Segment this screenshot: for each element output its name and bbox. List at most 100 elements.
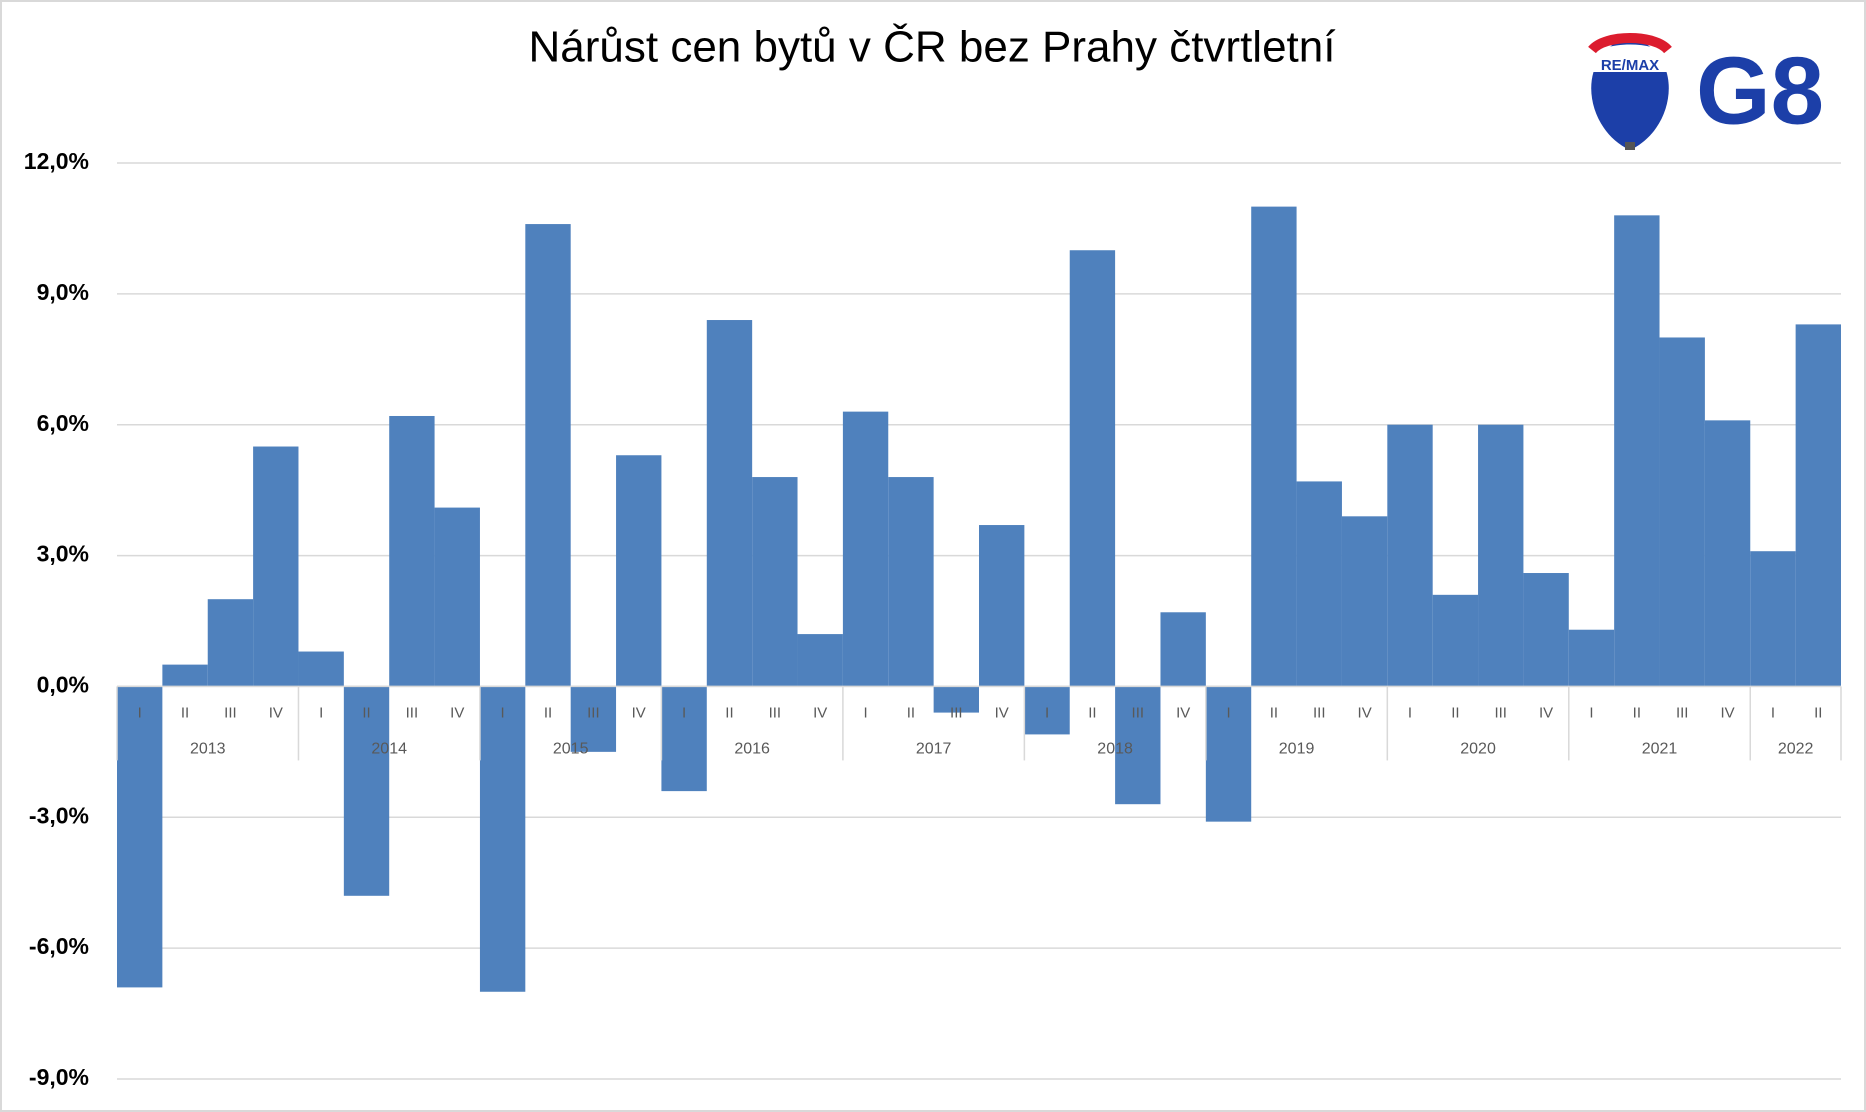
bar <box>1432 594 1479 687</box>
x-group-label: 2019 <box>1279 741 1315 758</box>
bar <box>1568 629 1615 687</box>
x-tick-label: IV <box>995 704 1009 721</box>
bar <box>1795 324 1841 687</box>
bar <box>752 477 798 687</box>
x-tick-label: III <box>1132 704 1145 721</box>
bar <box>842 411 889 687</box>
y-tick-label: 6,0% <box>37 410 89 436</box>
x-tick-label: IV <box>450 704 464 721</box>
x-tick-label: IV <box>269 704 283 721</box>
bar <box>933 686 979 713</box>
x-tick-label: IV <box>1358 704 1372 721</box>
bar <box>298 651 344 687</box>
bar <box>343 686 390 896</box>
x-group-label: 2017 <box>916 741 952 758</box>
bar <box>1069 250 1116 687</box>
x-tick-label: I <box>1589 704 1593 721</box>
x-tick-label: III <box>587 704 600 721</box>
x-group-label: 2015 <box>553 741 589 758</box>
y-tick-label: 0,0% <box>37 672 89 698</box>
bar <box>1341 516 1388 687</box>
x-tick-label: III <box>224 704 237 721</box>
bar <box>117 686 163 988</box>
bar <box>1614 215 1660 687</box>
bar <box>979 525 1025 687</box>
x-tick-label: II <box>544 704 552 721</box>
y-tick-label: 9,0% <box>37 279 89 305</box>
y-tick-label: -9,0% <box>29 1064 89 1090</box>
bar <box>1659 337 1705 687</box>
x-group-label: 2013 <box>190 741 226 758</box>
bar <box>1296 481 1342 687</box>
x-group-label: 2018 <box>1097 741 1133 758</box>
bar <box>797 634 843 687</box>
x-tick-label: IV <box>632 704 646 721</box>
x-tick-label: II <box>1814 704 1822 721</box>
bar <box>389 415 435 687</box>
y-tick-label: -3,0% <box>29 802 89 828</box>
balloon-top <box>1588 33 1672 54</box>
bar <box>1251 206 1297 687</box>
bar <box>616 455 662 687</box>
bar <box>1750 551 1796 687</box>
x-tick-label: II <box>362 704 370 721</box>
x-tick-label: II <box>1451 704 1459 721</box>
bar <box>888 477 934 687</box>
bar <box>525 224 571 687</box>
x-tick-label: I <box>138 704 142 721</box>
y-tick-label: 3,0% <box>37 541 89 567</box>
balloon-band <box>1590 44 1670 72</box>
bar <box>1704 420 1751 687</box>
x-tick-label: IV <box>1720 704 1734 721</box>
x-group-label: 2016 <box>734 741 770 758</box>
x-tick-label: IV <box>1176 704 1190 721</box>
bar <box>706 320 753 687</box>
bar <box>479 686 526 992</box>
x-tick-label: I <box>1771 704 1775 721</box>
x-tick-label: I <box>501 704 505 721</box>
x-tick-label: III <box>950 704 963 721</box>
bar <box>1115 686 1161 805</box>
y-tick-label: 12,0% <box>24 148 89 174</box>
x-tick-label: III <box>1676 704 1689 721</box>
x-tick-label: I <box>1408 704 1412 721</box>
x-tick-label: IV <box>1539 704 1553 721</box>
balloon-basket <box>1625 142 1635 150</box>
bar <box>1387 424 1433 687</box>
bar <box>253 446 299 687</box>
bar <box>661 686 707 792</box>
bar <box>162 664 208 687</box>
bar <box>1478 424 1524 687</box>
x-tick-label: IV <box>813 704 827 721</box>
bar <box>1160 612 1206 687</box>
x-tick-label: II <box>907 704 915 721</box>
y-tick-label: -6,0% <box>29 933 89 959</box>
x-tick-label: II <box>1088 704 1096 721</box>
logo: RE/MAX G8 <box>1588 33 1824 150</box>
x-tick-label: I <box>319 704 323 721</box>
bar <box>1205 686 1252 822</box>
logo-text: RE/MAX <box>1601 57 1659 74</box>
x-group-label: 2014 <box>371 741 407 758</box>
bar <box>207 599 254 687</box>
x-group-label: 2022 <box>1778 741 1814 758</box>
x-tick-label: II <box>725 704 733 721</box>
x-tick-label: III <box>1494 704 1507 721</box>
x-tick-label: I <box>1045 704 1049 721</box>
x-tick-label: II <box>1270 704 1278 721</box>
x-group-label: 2020 <box>1460 741 1496 758</box>
x-group-label: 2021 <box>1642 741 1678 758</box>
bar <box>570 686 617 752</box>
x-tick-label: III <box>1313 704 1326 721</box>
x-tick-label: III <box>406 704 419 721</box>
x-tick-label: I <box>863 704 867 721</box>
bar <box>434 507 480 687</box>
logo-brand: G8 <box>1696 37 1824 144</box>
x-tick-label: II <box>181 704 189 721</box>
x-tick-label: I <box>682 704 686 721</box>
chart-title: Nárůst cen bytů v ČR bez Prahy čtvrtletn… <box>529 22 1337 72</box>
x-tick-label: I <box>1226 704 1230 721</box>
bar <box>1024 686 1070 735</box>
x-tick-label: II <box>1633 704 1641 721</box>
